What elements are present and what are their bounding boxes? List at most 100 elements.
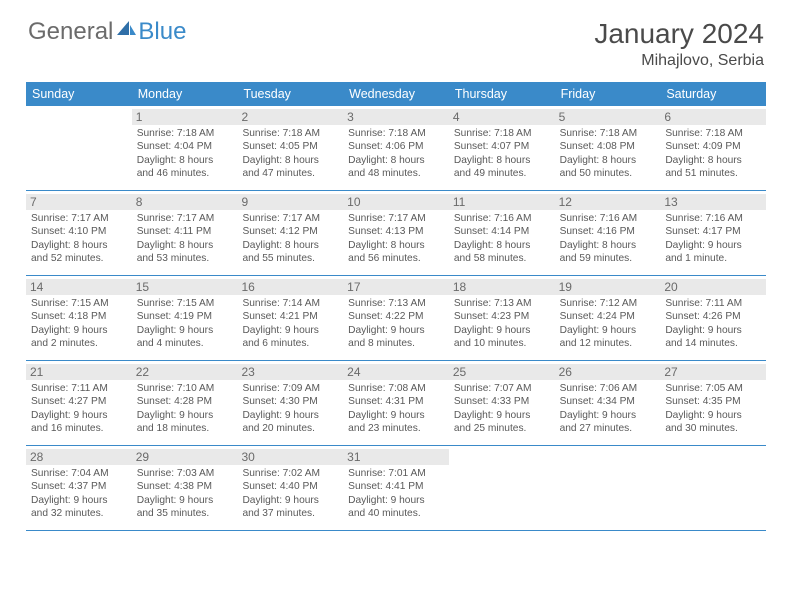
day-info: Sunrise: 7:17 AMSunset: 4:12 PMDaylight:… xyxy=(242,212,338,266)
day-info: Sunrise: 7:16 AMSunset: 4:14 PMDaylight:… xyxy=(454,212,550,266)
day-cell: 5 Sunrise: 7:18 AMSunset: 4:08 PMDaylight… xyxy=(555,106,661,190)
weeks-container: 1 Sunrise: 7:18 AMSunset: 4:04 PMDaylight… xyxy=(26,106,766,531)
day-info: Sunrise: 7:05 AMSunset: 4:35 PMDaylight:… xyxy=(665,382,761,436)
day-number: 7 xyxy=(26,194,132,210)
day-cell: 23 Sunrise: 7:09 AMSunset: 4:30 PMDayligh… xyxy=(237,361,343,445)
day-cell: 26 Sunrise: 7:06 AMSunset: 4:34 PMDayligh… xyxy=(555,361,661,445)
day-cell: 7 Sunrise: 7:17 AMSunset: 4:10 PMDaylight… xyxy=(26,191,132,275)
day-number: 9 xyxy=(237,194,343,210)
weekday-header: Monday xyxy=(132,82,238,106)
day-number: 8 xyxy=(132,194,238,210)
calendar: SundayMondayTuesdayWednesdayThursdayFrid… xyxy=(26,82,766,531)
day-info: Sunrise: 7:11 AMSunset: 4:27 PMDaylight:… xyxy=(31,382,127,436)
day-cell: 17 Sunrise: 7:13 AMSunset: 4:22 PMDayligh… xyxy=(343,276,449,360)
day-number: 26 xyxy=(555,364,661,380)
day-cell: 12 Sunrise: 7:16 AMSunset: 4:16 PMDayligh… xyxy=(555,191,661,275)
day-cell: 18 Sunrise: 7:13 AMSunset: 4:23 PMDayligh… xyxy=(449,276,555,360)
brand-part2: Blue xyxy=(138,18,186,46)
day-number: 24 xyxy=(343,364,449,380)
week-row: 14 Sunrise: 7:15 AMSunset: 4:18 PMDayligh… xyxy=(26,276,766,361)
day-number: 6 xyxy=(660,109,766,125)
day-info: Sunrise: 7:12 AMSunset: 4:24 PMDaylight:… xyxy=(560,297,656,351)
weekday-header: Saturday xyxy=(660,82,766,106)
day-number: 17 xyxy=(343,279,449,295)
title-block: January 2024 Mihajlovo, Serbia xyxy=(594,18,764,70)
day-number: 15 xyxy=(132,279,238,295)
day-info: Sunrise: 7:07 AMSunset: 4:33 PMDaylight:… xyxy=(454,382,550,436)
day-cell: 28 Sunrise: 7:04 AMSunset: 4:37 PMDayligh… xyxy=(26,446,132,530)
day-cell: 15 Sunrise: 7:15 AMSunset: 4:19 PMDayligh… xyxy=(132,276,238,360)
day-number: 30 xyxy=(237,449,343,465)
day-info: Sunrise: 7:14 AMSunset: 4:21 PMDaylight:… xyxy=(242,297,338,351)
day-number: 11 xyxy=(449,194,555,210)
day-cell: 6 Sunrise: 7:18 AMSunset: 4:09 PMDaylight… xyxy=(660,106,766,190)
day-info: Sunrise: 7:04 AMSunset: 4:37 PMDaylight:… xyxy=(31,467,127,521)
day-number: 1 xyxy=(132,109,238,125)
day-cell: 13 Sunrise: 7:16 AMSunset: 4:17 PMDayligh… xyxy=(660,191,766,275)
day-info: Sunrise: 7:13 AMSunset: 4:23 PMDaylight:… xyxy=(454,297,550,351)
day-number: 12 xyxy=(555,194,661,210)
day-number: 23 xyxy=(237,364,343,380)
day-number: 22 xyxy=(132,364,238,380)
day-cell: 21Sunrise: 7:11 AMSunset: 4:27 PMDayligh… xyxy=(26,361,132,445)
day-info: Sunrise: 7:10 AMSunset: 4:28 PMDaylight:… xyxy=(137,382,233,436)
day-info: Sunrise: 7:09 AMSunset: 4:30 PMDaylight:… xyxy=(242,382,338,436)
day-number: 31 xyxy=(343,449,449,465)
day-cell: 3Sunrise: 7:18 AMSunset: 4:06 PMDaylight… xyxy=(343,106,449,190)
day-cell: 25 Sunrise: 7:07 AMSunset: 4:33 PMDayligh… xyxy=(449,361,555,445)
day-info: Sunrise: 7:17 AMSunset: 4:11 PMDaylight:… xyxy=(137,212,233,266)
day-number: 19 xyxy=(555,279,661,295)
day-cell xyxy=(449,446,555,530)
day-number: 20 xyxy=(660,279,766,295)
day-cell: 27Sunrise: 7:05 AMSunset: 4:35 PMDayligh… xyxy=(660,361,766,445)
day-number: 16 xyxy=(237,279,343,295)
day-info: Sunrise: 7:15 AMSunset: 4:18 PMDaylight:… xyxy=(31,297,127,351)
day-cell: 29 Sunrise: 7:03 AMSunset: 4:38 PMDayligh… xyxy=(132,446,238,530)
day-cell: 30Sunrise: 7:02 AMSunset: 4:40 PMDayligh… xyxy=(237,446,343,530)
brand-logo: General Blue xyxy=(28,18,186,46)
day-number: 28 xyxy=(26,449,132,465)
day-cell: 31Sunrise: 7:01 AMSunset: 4:41 PMDayligh… xyxy=(343,446,449,530)
brand-part1: General xyxy=(28,18,113,46)
day-cell: 24Sunrise: 7:08 AMSunset: 4:31 PMDayligh… xyxy=(343,361,449,445)
day-cell: 22 Sunrise: 7:10 AMSunset: 4:28 PMDayligh… xyxy=(132,361,238,445)
day-info: Sunrise: 7:15 AMSunset: 4:19 PMDaylight:… xyxy=(137,297,233,351)
sail-icon xyxy=(115,18,137,46)
day-cell: 9 Sunrise: 7:17 AMSunset: 4:12 PMDaylight… xyxy=(237,191,343,275)
day-info: Sunrise: 7:16 AMSunset: 4:16 PMDaylight:… xyxy=(560,212,656,266)
month-title: January 2024 xyxy=(594,18,764,50)
day-number: 29 xyxy=(132,449,238,465)
day-info: Sunrise: 7:18 AMSunset: 4:09 PMDaylight:… xyxy=(665,127,761,181)
day-info: Sunrise: 7:13 AMSunset: 4:22 PMDaylight:… xyxy=(348,297,444,351)
day-cell: 11 Sunrise: 7:16 AMSunset: 4:14 PMDayligh… xyxy=(449,191,555,275)
week-row: 7 Sunrise: 7:17 AMSunset: 4:10 PMDaylight… xyxy=(26,191,766,276)
day-cell: 8 Sunrise: 7:17 AMSunset: 4:11 PMDaylight… xyxy=(132,191,238,275)
day-number: 25 xyxy=(449,364,555,380)
day-cell: 14 Sunrise: 7:15 AMSunset: 4:18 PMDayligh… xyxy=(26,276,132,360)
day-info: Sunrise: 7:17 AMSunset: 4:13 PMDaylight:… xyxy=(348,212,444,266)
day-info: Sunrise: 7:03 AMSunset: 4:38 PMDaylight:… xyxy=(137,467,233,521)
day-number: 5 xyxy=(555,109,661,125)
day-cell: 10Sunrise: 7:17 AMSunset: 4:13 PMDayligh… xyxy=(343,191,449,275)
day-info: Sunrise: 7:18 AMSunset: 4:05 PMDaylight:… xyxy=(242,127,338,181)
weekday-header: Tuesday xyxy=(237,82,343,106)
header: General Blue January 2024 Mihajlovo, Ser… xyxy=(0,0,792,76)
day-number: 13 xyxy=(660,194,766,210)
day-number: 4 xyxy=(449,109,555,125)
day-number: 14 xyxy=(26,279,132,295)
day-info: Sunrise: 7:11 AMSunset: 4:26 PMDaylight:… xyxy=(665,297,761,351)
day-info: Sunrise: 7:06 AMSunset: 4:34 PMDaylight:… xyxy=(560,382,656,436)
week-row: 28 Sunrise: 7:04 AMSunset: 4:37 PMDayligh… xyxy=(26,446,766,531)
day-info: Sunrise: 7:18 AMSunset: 4:04 PMDaylight:… xyxy=(137,127,233,181)
day-cell: 1 Sunrise: 7:18 AMSunset: 4:04 PMDaylight… xyxy=(132,106,238,190)
weekday-header-row: SundayMondayTuesdayWednesdayThursdayFrid… xyxy=(26,82,766,106)
day-info: Sunrise: 7:17 AMSunset: 4:10 PMDaylight:… xyxy=(31,212,127,266)
day-cell: 4Sunrise: 7:18 AMSunset: 4:07 PMDaylight… xyxy=(449,106,555,190)
weekday-header: Friday xyxy=(555,82,661,106)
weekday-header: Wednesday xyxy=(343,82,449,106)
week-row: 21Sunrise: 7:11 AMSunset: 4:27 PMDayligh… xyxy=(26,361,766,446)
day-info: Sunrise: 7:18 AMSunset: 4:08 PMDaylight:… xyxy=(560,127,656,181)
day-cell: 2Sunrise: 7:18 AMSunset: 4:05 PMDaylight… xyxy=(237,106,343,190)
day-info: Sunrise: 7:16 AMSunset: 4:17 PMDaylight:… xyxy=(665,212,761,266)
day-number: 18 xyxy=(449,279,555,295)
